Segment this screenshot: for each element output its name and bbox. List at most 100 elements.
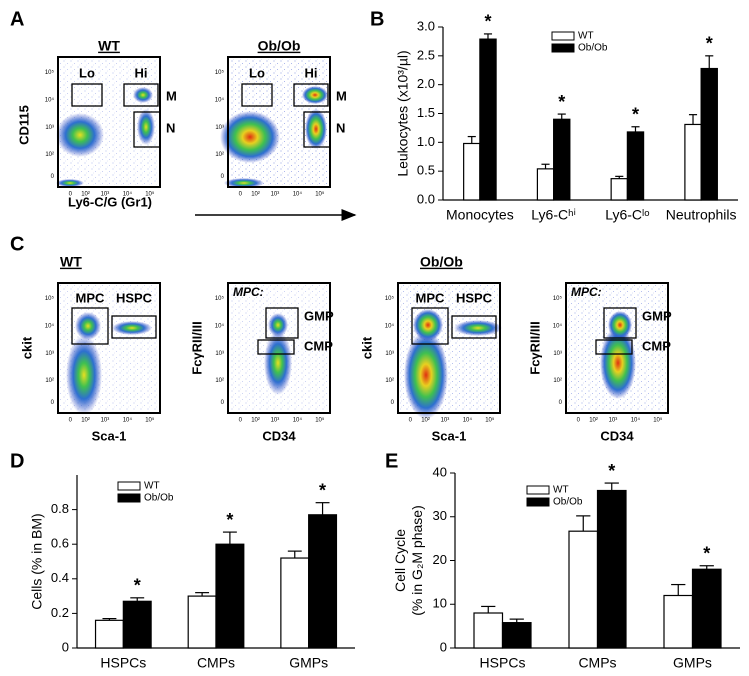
x-tick-label: 10² — [81, 192, 90, 198]
legend-label: Ob/Ob — [144, 493, 174, 504]
gate-label: M — [336, 88, 347, 103]
x-tick-label: HSPCs — [100, 655, 146, 671]
density-cluster — [56, 113, 104, 157]
y-tick-label: 10⁴ — [45, 96, 55, 103]
y-axis-label: FcγRII/III — [189, 321, 204, 374]
y-tick-label: 10² — [45, 378, 54, 384]
x-axis-label: CD34 — [600, 428, 634, 443]
density-cluster — [137, 109, 155, 145]
y-axis-label: Cells (% in BM) — [29, 513, 45, 609]
gate-label: Hi — [305, 65, 318, 80]
gate — [123, 83, 159, 107]
panel-label: B — [370, 8, 384, 30]
plot-frame — [227, 282, 331, 414]
x-axis-label: Sca-1 — [432, 428, 467, 443]
x-tick-label: 10⁴ — [631, 417, 641, 424]
y-tick-label: 10² — [215, 152, 224, 158]
x-tick-label: 10⁴ — [293, 191, 303, 198]
x-tick-label: 0 — [69, 192, 73, 198]
y-tick-label: 0.0 — [417, 191, 435, 206]
y-tick-label: 40 — [433, 464, 447, 479]
x-tick-label: 0 — [239, 418, 243, 424]
y-tick-label: 0.5 — [417, 163, 435, 178]
bar — [501, 622, 532, 649]
legend-swatch — [526, 497, 550, 507]
y-tick-label: 1.5 — [417, 105, 435, 120]
gate-label: N — [166, 120, 175, 135]
x-tick-label: 10⁵ — [315, 191, 325, 198]
gate-label: MPC — [76, 290, 106, 305]
y-axis-label: Cell Cycle — [392, 529, 408, 592]
bar — [215, 543, 245, 649]
x-tick-label: 10² — [81, 418, 90, 424]
y-tick-label: 2.0 — [417, 76, 435, 91]
density-cluster — [220, 111, 280, 163]
y-tick-label: 10⁵ — [385, 295, 395, 302]
gate-label: Hi — [135, 65, 148, 80]
panel-label: C — [10, 233, 24, 255]
density-cluster — [413, 309, 443, 341]
x-tick-label: 10² — [251, 418, 260, 424]
density-cluster — [302, 86, 328, 104]
y-tick-label: 10³ — [45, 125, 54, 131]
x-axis-label: Ly6-C/G (Gr1) — [68, 194, 152, 209]
bar — [691, 568, 722, 649]
gate-label: N — [336, 120, 345, 135]
significance-mark: * — [484, 12, 491, 32]
plot-header: MPC: — [571, 285, 602, 299]
density-cluster — [56, 179, 84, 187]
gate — [595, 339, 633, 355]
x-tick-label: 10³ — [101, 192, 110, 198]
significance-mark: * — [134, 576, 141, 596]
y-tick-label: 0 — [440, 639, 447, 654]
significance-mark: * — [632, 105, 639, 125]
x-tick-label: 10² — [589, 418, 598, 424]
y-tick-label: 10⁴ — [215, 322, 225, 329]
x-tick-label: CMPs — [197, 655, 235, 671]
x-axis-label: Sca-1 — [92, 428, 127, 443]
density-cluster — [268, 313, 288, 337]
bar — [536, 168, 555, 201]
density-cluster — [66, 335, 102, 415]
y-tick-label: 0 — [62, 639, 69, 654]
gate — [133, 111, 161, 148]
bar — [596, 489, 627, 649]
legend-label: Ob/Ob — [578, 43, 608, 54]
gate — [265, 307, 299, 339]
x-tick-label: 10⁵ — [653, 417, 663, 424]
panel-label: D — [10, 450, 24, 472]
y-tick-label: 10⁵ — [215, 69, 225, 76]
density-cluster — [404, 331, 448, 419]
significance-mark: * — [319, 480, 326, 500]
density-cluster — [264, 331, 292, 395]
significance-mark: * — [558, 92, 565, 112]
bar — [568, 530, 599, 649]
y-tick-label: 10³ — [45, 351, 54, 357]
y-tick-label: 20 — [433, 552, 447, 567]
density-cluster — [224, 178, 264, 188]
y-tick-label: 10³ — [385, 351, 394, 357]
x-tick-label: 10² — [421, 418, 430, 424]
x-tick-label: 10⁵ — [145, 417, 155, 424]
x-tick-label: 10⁴ — [293, 417, 303, 424]
y-tick-label: 0.6 — [51, 536, 69, 551]
bar — [280, 557, 310, 649]
y-tick-label: 10² — [45, 152, 54, 158]
x-tick-label: CMPs — [578, 655, 616, 671]
x-tick-label: 10³ — [609, 418, 618, 424]
y-tick-label: 3.0 — [417, 18, 435, 33]
bar — [473, 612, 504, 649]
x-tick-label: 10² — [251, 192, 260, 198]
y-tick-label: 10⁵ — [45, 69, 55, 76]
x-tick-label: 10⁵ — [145, 191, 155, 198]
x-tick-label: 0 — [577, 418, 581, 424]
gate-label: HSPC — [456, 290, 493, 305]
plot-header: MPC: — [233, 285, 264, 299]
gate — [603, 307, 637, 339]
x-tick-label: 10³ — [271, 418, 280, 424]
y-axis-label: Leukocytes (x10³/µl) — [395, 50, 411, 176]
gate-label: M — [166, 88, 177, 103]
gate — [303, 111, 331, 148]
bar — [122, 600, 152, 649]
